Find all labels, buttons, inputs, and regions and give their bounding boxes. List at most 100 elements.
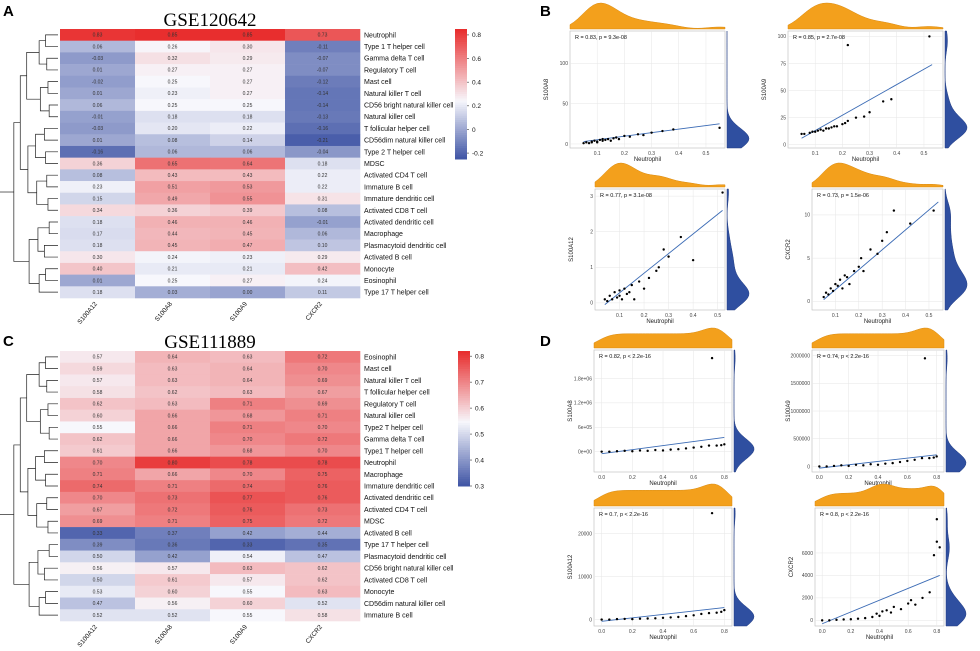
heatmap-cell	[60, 99, 136, 112]
dendro-branch	[45, 591, 58, 604]
color-scale-step	[455, 31, 467, 34]
y-tick-label: 1000000	[791, 409, 811, 415]
row-label: CD56dim natural killer cell	[364, 601, 446, 608]
color-scale-step	[455, 29, 467, 32]
heatmap-cell	[285, 374, 361, 387]
color-scale-step	[455, 52, 467, 56]
correlation-annotation: R = 0.7, p < 2.2e-16	[599, 512, 648, 518]
row-label: Neutrophil	[364, 32, 396, 39]
row-label: Mast cell	[364, 79, 392, 86]
data-point	[827, 127, 830, 130]
heatmap-cell	[60, 75, 136, 88]
data-point	[692, 614, 695, 617]
cell-value: 0.55	[243, 589, 253, 595]
cell-value: 0.67	[93, 507, 103, 513]
color-scale-step	[458, 438, 470, 442]
x-axis-label: Neutrophil	[864, 481, 891, 487]
heatmap-cell	[60, 374, 136, 387]
regression-line	[601, 436, 725, 455]
row-label: T follicular helper cell	[364, 390, 430, 397]
cell-value: 0.30	[243, 44, 253, 50]
color-scale-step	[455, 107, 467, 110]
cell-value: 0.60	[243, 601, 253, 607]
heatmap-cell	[285, 227, 361, 240]
data-point	[920, 456, 924, 460]
color-scale-step	[458, 483, 470, 487]
y-tick-label: 0	[807, 299, 810, 305]
heatmap-cell	[60, 503, 136, 516]
color-scale-step	[455, 48, 467, 52]
x-tick-label: 0.4	[893, 151, 900, 157]
correlation-annotation: R = 0.83, p = 9.3e-08	[575, 35, 627, 41]
color-scale-step	[458, 416, 470, 419]
heatmap-cell	[210, 538, 286, 551]
cell-value: 0.45	[168, 243, 178, 249]
row-label: Type 1 T helper cell	[364, 44, 425, 51]
marginal-density-y	[733, 349, 755, 473]
marginal-density-x	[811, 327, 945, 349]
cell-value: 0.49	[168, 196, 178, 202]
data-point	[811, 130, 814, 133]
data-point	[921, 596, 924, 600]
data-point	[615, 136, 618, 139]
data-point	[834, 282, 837, 286]
cell-value: 0.56	[168, 601, 178, 607]
dendro-branch	[48, 426, 58, 440]
panel-label-B: B	[540, 3, 551, 20]
color-scale-step	[455, 57, 467, 60]
heatmap-cell	[285, 351, 361, 364]
y-tick-label: 1500000	[791, 381, 811, 387]
heatmap-cell	[210, 574, 286, 587]
heatmap-cell	[210, 409, 286, 422]
heatmap-title: GSE120642	[164, 10, 257, 31]
cell-value: 0.62	[168, 390, 178, 396]
x-tick-label: 0.2	[845, 475, 852, 481]
data-point	[819, 128, 822, 131]
data-point	[831, 289, 835, 293]
row-label: Gamma delta T cell	[364, 56, 425, 63]
heatmap-cell	[210, 134, 286, 147]
cell-value: 0.64	[168, 355, 178, 361]
cell-value: 0.18	[168, 115, 178, 121]
y-tick-label: 4000	[802, 573, 813, 579]
y-axis-label: S100A8	[544, 78, 550, 100]
cell-value: -0.07	[317, 68, 329, 74]
data-point	[932, 456, 935, 459]
heatmap-cell	[135, 227, 211, 240]
scale-tick-label: 0.6	[475, 405, 484, 412]
heatmap-cell	[135, 409, 211, 422]
cell-value: 0.20	[168, 126, 178, 132]
data-point	[914, 603, 917, 606]
panel-label-C: C	[3, 333, 14, 350]
row-label: Regulatory T cell	[364, 401, 417, 408]
cell-value: 0.39	[243, 208, 253, 214]
heatmap-cell	[60, 40, 136, 53]
dendro-branch	[48, 544, 58, 557]
cell-value: 0.85	[243, 33, 253, 39]
column-label: S100A9	[229, 300, 249, 323]
y-tick-label: 50	[780, 88, 786, 94]
cell-value: 0.24	[318, 278, 328, 284]
heatmap-cell	[285, 456, 361, 469]
data-point	[669, 616, 672, 619]
cell-value: 0.71	[168, 484, 178, 490]
color-scale-step	[455, 139, 467, 143]
data-point	[647, 276, 651, 280]
marginal-density-y	[726, 31, 750, 149]
row-label: CD56dim natural killer cell	[364, 138, 446, 145]
color-scale-step	[458, 481, 470, 485]
heatmap-cell	[135, 216, 211, 229]
cell-value: 0.68	[243, 449, 253, 455]
regression-line	[823, 201, 939, 300]
scatter-plot-B-S100A12: 0.1 0.2 0.3 0.4 0.5 0 1 2 3 Neutrophil S100A12 R = …	[569, 162, 750, 325]
data-point	[590, 141, 593, 144]
heatmap-cell	[210, 87, 286, 100]
cell-value: 0.01	[93, 91, 103, 97]
data-point	[679, 235, 683, 239]
data-point	[928, 591, 931, 594]
y-tick-label: 1	[590, 265, 593, 271]
x-tick-label: 0.6	[690, 475, 697, 481]
data-point	[842, 618, 845, 621]
y-tick-label: 5	[807, 256, 810, 262]
heatmap-cell	[285, 585, 361, 598]
